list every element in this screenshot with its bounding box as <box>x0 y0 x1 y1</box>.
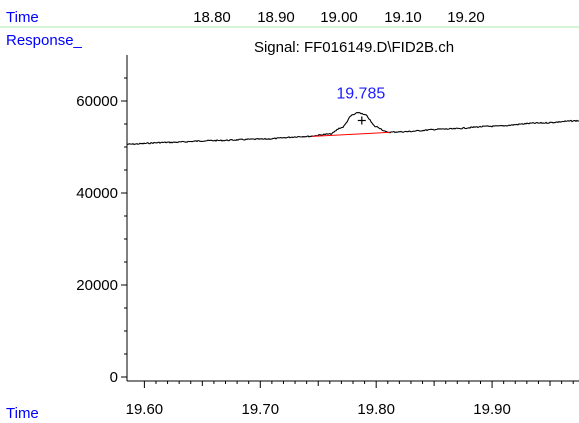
top-tick-label: 19.00 <box>320 9 358 26</box>
x-tick-label: 19.60 <box>126 401 164 418</box>
signal-title: Signal: FF016149.D\FID2B.ch <box>254 39 454 56</box>
top-time-label: Time <box>6 9 39 26</box>
top-tick-label: 19.20 <box>447 9 485 26</box>
top-tick-label: 18.90 <box>257 9 295 26</box>
y-tick-label: 40000 <box>76 185 118 202</box>
peak-annotations: 19.785 <box>336 86 385 125</box>
x-tick-label: 19.90 <box>473 401 511 418</box>
top-tick-label: 18.80 <box>193 9 231 26</box>
response-label: Response_ <box>6 32 83 49</box>
top-tick-label: 19.10 <box>384 9 422 26</box>
y-tick-label: 20000 <box>76 277 118 294</box>
y-axis-ticks: 0 20000 40000 60000 <box>76 77 127 386</box>
y-tick-label: 0 <box>110 369 118 386</box>
peak-baseline <box>312 131 391 137</box>
x-axis-ticks: 19.60 19.70 19.80 19.90 <box>126 381 574 418</box>
signal-trace <box>126 111 579 146</box>
x-tick-label: 19.80 <box>357 401 395 418</box>
y-tick-label: 60000 <box>76 93 118 110</box>
bottom-time-label: Time <box>6 405 39 422</box>
peak-label: 19.785 <box>336 86 385 103</box>
x-tick-label: 19.70 <box>242 401 280 418</box>
top-time-ticks: 18.80 18.90 19.00 19.10 19.20 <box>193 9 485 26</box>
